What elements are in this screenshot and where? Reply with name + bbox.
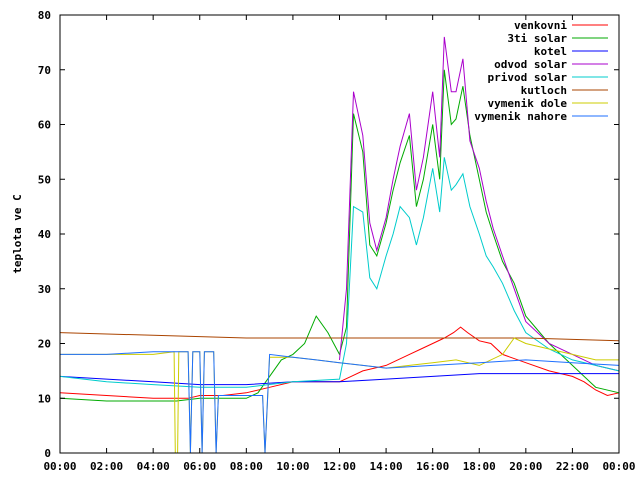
legend-label: odvod solar bbox=[494, 58, 567, 71]
x-tick-label: 22:00 bbox=[556, 460, 589, 473]
y-tick-label: 30 bbox=[38, 283, 51, 296]
x-tick-label: 08:00 bbox=[230, 460, 263, 473]
series-line-privod-solar bbox=[59, 157, 620, 388]
series-line-vymenik-nahore bbox=[60, 351, 620, 454]
legend-label: venkovni bbox=[514, 19, 567, 32]
y-tick-label: 0 bbox=[44, 447, 51, 460]
y-tick-label: 20 bbox=[38, 338, 51, 351]
series-line-kutloch bbox=[59, 332, 620, 342]
legend-label: 3ti solar bbox=[507, 32, 567, 45]
x-tick-label: 00:00 bbox=[43, 460, 76, 473]
series-line-3ti-solar bbox=[59, 69, 620, 402]
legend-label: vymenik nahore bbox=[474, 110, 567, 123]
x-tick-label: 00:00 bbox=[602, 460, 635, 473]
y-tick-label: 80 bbox=[38, 9, 51, 22]
y-axis-title: teplota ve C bbox=[11, 194, 24, 273]
y-tick-label: 70 bbox=[38, 64, 51, 77]
y-tick-label: 50 bbox=[38, 173, 51, 186]
ticks-layer: 00:00 02:00 04:00 06:00 08:00 10:00 12:00 14:00… bbox=[38, 9, 636, 473]
legend-label: kutloch bbox=[521, 84, 567, 97]
x-tick-label: 14:00 bbox=[370, 460, 403, 473]
y-tick-label: 40 bbox=[38, 228, 51, 241]
x-tick-label: 16:00 bbox=[416, 460, 449, 473]
y-tick-label: 10 bbox=[38, 392, 51, 405]
x-tick-label: 02:00 bbox=[90, 460, 123, 473]
series-line-odvod-solar bbox=[339, 36, 620, 372]
x-tick-label: 20:00 bbox=[509, 460, 542, 473]
legend-label: kotel bbox=[534, 45, 567, 58]
x-tick-label: 18:00 bbox=[463, 460, 496, 473]
series-layer bbox=[59, 36, 620, 454]
legend-label: privod solar bbox=[488, 71, 568, 84]
x-tick-label: 04:00 bbox=[137, 460, 170, 473]
x-tick-label: 10:00 bbox=[276, 460, 309, 473]
legend-label: vymenik dole bbox=[488, 97, 568, 110]
x-tick-label: 06:00 bbox=[183, 460, 216, 473]
x-tick-label: 12:00 bbox=[323, 460, 356, 473]
series-line-kotel bbox=[59, 373, 619, 386]
y-tick-label: 60 bbox=[38, 119, 51, 132]
